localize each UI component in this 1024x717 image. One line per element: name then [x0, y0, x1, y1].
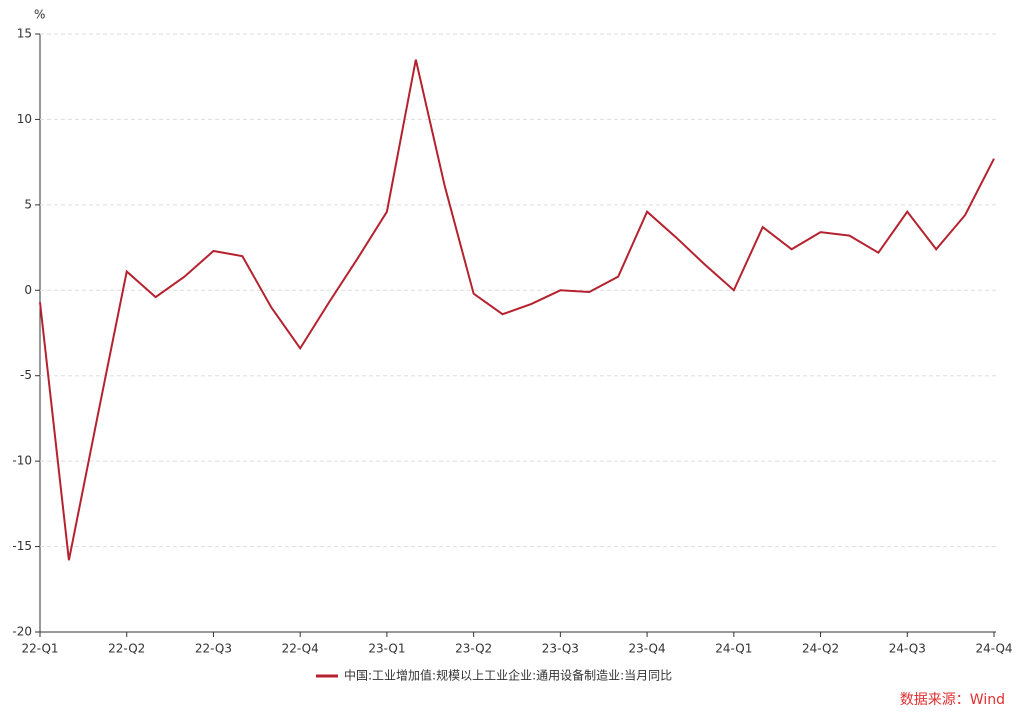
x-tick-label: 23-Q2: [455, 642, 492, 656]
x-tick-label: 23-Q3: [542, 642, 579, 656]
y-tick-label: -15: [12, 539, 32, 553]
x-tick-label: 24-Q3: [889, 642, 926, 656]
x-tick-label: 22-Q2: [108, 642, 145, 656]
source: 数据来源：Wind: [900, 692, 1005, 708]
legend-label: 中国:工业增加值:规模以上工业企业:通用设备制造业:当月同比: [344, 668, 672, 683]
y-tick-label: 5: [24, 197, 32, 211]
x-tick-label: 22-Q4: [282, 642, 319, 656]
y-tick-label: 15: [17, 27, 32, 41]
x-tick-label: 22-Q1: [21, 642, 58, 656]
x-tick-label: 24-Q2: [802, 642, 839, 656]
x-tick-label: 23-Q4: [629, 642, 666, 656]
x-tick-label: 23-Q1: [368, 642, 405, 656]
y-tick-label: -20: [12, 625, 32, 639]
line-series: [39, 59, 995, 561]
y-tick-label: 10: [17, 112, 32, 126]
y-tick-label: -10: [12, 454, 32, 468]
x-tick-label: 24-Q1: [715, 642, 752, 656]
x-tick-label: 22-Q3: [195, 642, 232, 656]
x-tick-label: 24-Q4: [975, 642, 1012, 656]
y-unit: %: [34, 8, 45, 22]
y-tick-label: 0: [24, 283, 32, 297]
y-tick-label: -5: [20, 368, 32, 382]
